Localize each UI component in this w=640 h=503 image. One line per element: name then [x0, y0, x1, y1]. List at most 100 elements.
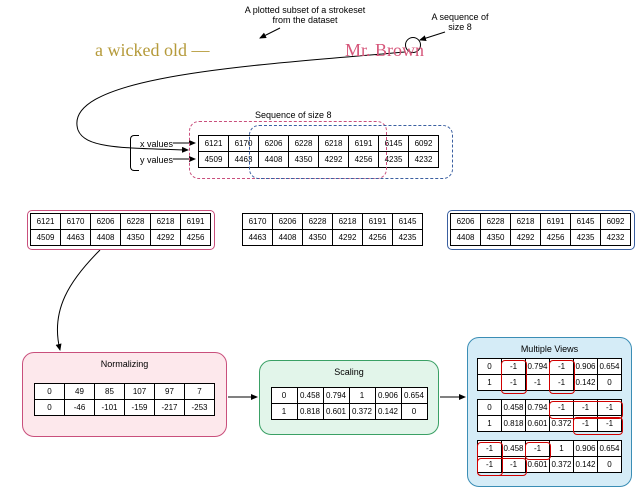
cell: 6228 [289, 136, 319, 152]
cell: 6218 [333, 214, 363, 230]
cell: 4463 [61, 230, 91, 246]
cell: 0.458 [502, 400, 526, 416]
cell: 6170 [243, 214, 273, 230]
cell: 85 [95, 384, 125, 400]
cell: -101 [95, 400, 125, 416]
title-scaling: Scaling [266, 367, 432, 377]
cell: 0.818 [502, 416, 526, 432]
label-yvals: y values [140, 155, 173, 165]
cell: 4235 [393, 230, 423, 246]
cell: 4350 [481, 230, 511, 246]
cell: 6218 [511, 214, 541, 230]
cell: 97 [155, 384, 185, 400]
label-seq8: Sequence of size 8 [255, 110, 332, 120]
cell: 6191 [349, 136, 379, 152]
cell: 0.601 [526, 457, 550, 473]
cell: 6218 [151, 214, 181, 230]
cell: 1 [550, 441, 574, 457]
label-seq8-top: A sequence of size 8 [420, 12, 500, 32]
cell: 4256 [541, 230, 571, 246]
row6-blue: 6206622862186191614560924408435042924256… [450, 213, 631, 246]
label-xvals: x values [140, 139, 173, 149]
label-strokes: A plotted subset of a strokeset from the… [215, 5, 395, 25]
cell: -1 [550, 359, 574, 375]
cell: 4463 [229, 152, 259, 168]
cell: 4235 [571, 230, 601, 246]
cell: -217 [155, 400, 185, 416]
view-table: 0-10.794-10.9060.6541-1-1-10.1420 [477, 358, 622, 391]
cell: 6228 [303, 214, 333, 230]
cell: 6092 [601, 214, 631, 230]
row6-mid: 6170620662286218619161454463440843504292… [242, 213, 423, 246]
cell: 0 [401, 404, 427, 420]
row6-pink: 6121617062066228621861914509446344084350… [30, 213, 211, 246]
panel-normalizing: Normalizing 049851079770-46-101-159-217-… [22, 352, 227, 437]
cell: 0.906 [375, 388, 401, 404]
cell: 0.372 [550, 416, 574, 432]
cell: 7 [185, 384, 215, 400]
cell: 0.458 [297, 388, 323, 404]
cell: 0.906 [574, 359, 598, 375]
cell: -1 [478, 441, 502, 457]
cell: 0.142 [375, 404, 401, 420]
cell: 4463 [243, 230, 273, 246]
cell: 6228 [481, 214, 511, 230]
cell: 4509 [31, 230, 61, 246]
views-wrap: 0-10.794-10.9060.6541-1-1-10.142000.4580… [474, 358, 625, 473]
cell: 0 [598, 457, 622, 473]
cell: 4408 [259, 152, 289, 168]
cell: 6170 [229, 136, 259, 152]
cell: 6121 [199, 136, 229, 152]
cell: -1 [478, 457, 502, 473]
cell: 6191 [181, 214, 211, 230]
handwriting-left: a wicked old — [95, 40, 209, 61]
view-table: -10.458-110.9060.654-1-10.6010.3720.1420 [477, 440, 622, 473]
cell: 4350 [121, 230, 151, 246]
cell: 0 [271, 388, 297, 404]
normalized-table: 049851079770-46-101-159-217-253 [34, 383, 215, 416]
panel-views: Multiple Views 0-10.794-10.9060.6541-1-1… [467, 337, 632, 487]
cell: -1 [526, 375, 550, 391]
cell: 49 [65, 384, 95, 400]
brace [130, 135, 139, 171]
cell: 4256 [363, 230, 393, 246]
cell: 6191 [363, 214, 393, 230]
panel-scaling: Scaling 00.4580.79410.9060.65410.8180.60… [259, 360, 439, 435]
cell: 6121 [31, 214, 61, 230]
cell: 6145 [379, 136, 409, 152]
cell: 6206 [273, 214, 303, 230]
cell: 0.142 [574, 457, 598, 473]
cell: 4350 [303, 230, 333, 246]
cell: 0 [35, 384, 65, 400]
cell: 6206 [451, 214, 481, 230]
cell: 0.794 [526, 359, 550, 375]
scaled-table: 00.4580.79410.9060.65410.8180.6010.3720.… [271, 387, 428, 420]
view-table: 00.4580.794-1-1-110.8180.6010.372-1-1 [477, 399, 622, 432]
cell: -253 [185, 400, 215, 416]
cell: 4292 [151, 230, 181, 246]
cell: -1 [598, 416, 622, 432]
handwriting-right: Mr. Brown [345, 40, 424, 61]
cell: 4292 [319, 152, 349, 168]
title-views: Multiple Views [474, 344, 625, 354]
cell: 0.654 [401, 388, 427, 404]
cell: 4350 [289, 152, 319, 168]
cell: -1 [502, 359, 526, 375]
cell: 0 [598, 375, 622, 391]
cell: 4509 [199, 152, 229, 168]
cell: 6145 [571, 214, 601, 230]
cell: 1 [478, 416, 502, 432]
cell: 6218 [319, 136, 349, 152]
cell: 4256 [349, 152, 379, 168]
cell: 0.601 [323, 404, 349, 420]
cell: 0.458 [502, 441, 526, 457]
cell: -1 [550, 375, 574, 391]
cell: 6206 [91, 214, 121, 230]
cell: 0.818 [297, 404, 323, 420]
cell: 4235 [379, 152, 409, 168]
cell: -1 [526, 441, 550, 457]
cell: 0.372 [349, 404, 375, 420]
cell: 4408 [273, 230, 303, 246]
title-normalizing: Normalizing [29, 359, 220, 369]
cell: 6145 [393, 214, 423, 230]
